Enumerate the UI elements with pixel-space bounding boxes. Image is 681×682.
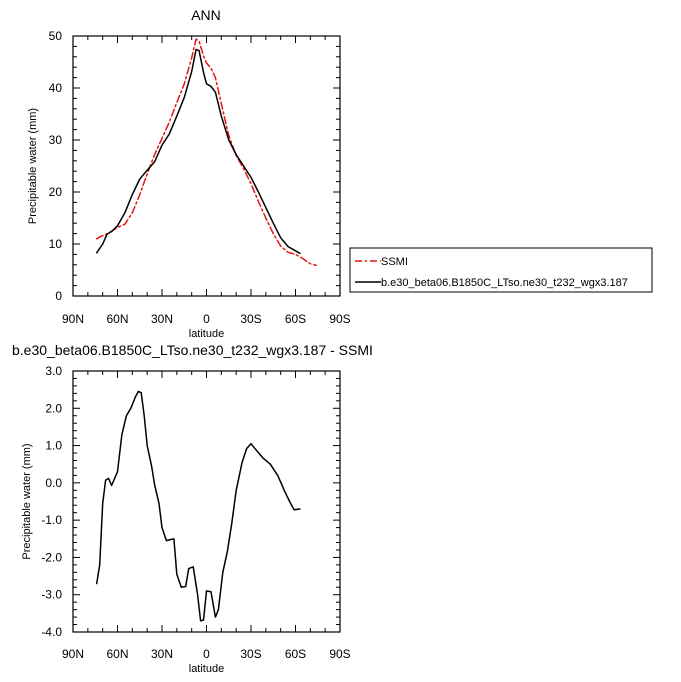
series-line-difference — [95, 390, 301, 622]
chart-title: ANN — [191, 7, 221, 23]
y-tick-label: 20 — [49, 185, 63, 199]
x-tick-label: 0 — [203, 312, 210, 326]
y-axis-label: Precipitable water (mm) — [21, 443, 33, 559]
plot-frame — [72, 35, 341, 297]
chart-1: ANN 90N 60N 30N 0 30S 60S 90S 0 10 20 30 40 50 latitud… — [27, 7, 351, 340]
legend-label: SSMI — [381, 256, 408, 268]
x-tick-label: 60S — [285, 312, 306, 326]
x-axis-label: latitude — [189, 663, 224, 675]
series-line-ssmi — [95, 38, 318, 267]
x-tick-label: 60N — [106, 312, 128, 326]
x-axis-label: latitude — [189, 328, 224, 340]
legend-item-ssmi: SSMI — [355, 256, 408, 268]
legend: SSMI b.e30_beta06.B1850C_LTso.ne30_t232_w… — [349, 247, 653, 293]
y-tick-label: -4.0 — [41, 625, 62, 639]
x-tick-label: 90N — [62, 312, 84, 326]
y-tick-label: -1.0 — [41, 513, 62, 527]
y-tick-label: -3.0 — [41, 588, 62, 602]
y-tick-label: 40 — [49, 81, 63, 95]
x-tick-label: 60N — [106, 647, 128, 661]
x-tick-label: 0 — [203, 647, 210, 661]
y-tick-label: 0 — [55, 289, 62, 303]
y-tick-label: 3.0 — [45, 364, 62, 378]
x-tick-label: 90S — [329, 647, 350, 661]
series-line-model — [95, 48, 301, 255]
chart-title: b.e30_beta06.B1850C_LTso.ne30_t232_wgx3.… — [12, 342, 373, 358]
x-tick-label: 30N — [151, 647, 173, 661]
x-tick-label: 30S — [240, 312, 261, 326]
y-tick-label: -2.0 — [41, 550, 62, 564]
legend-item-model: b.e30_beta06.B1850C_LTso.ne30_t232_wgx3.… — [355, 277, 628, 289]
y-tick-label: 0.0 — [45, 476, 62, 490]
chart-2: b.e30_beta06.B1850C_LTso.ne30_t232_wgx3.… — [12, 342, 373, 675]
x-tick-label: 90N — [62, 647, 84, 661]
legend-label: b.e30_beta06.B1850C_LTso.ne30_t232_wgx3.… — [381, 277, 628, 289]
x-tick-label: 30S — [240, 647, 261, 661]
y-tick-label: 30 — [49, 133, 63, 147]
y-tick-label: 2.0 — [45, 401, 62, 415]
x-tick-label: 90S — [329, 312, 350, 326]
y-tick-label: 10 — [49, 237, 63, 251]
legend-box — [349, 247, 653, 293]
x-tick-label: 60S — [285, 647, 306, 661]
x-tick-label: 30N — [151, 312, 173, 326]
y-axis-label: Precipitable water (mm) — [27, 108, 39, 224]
y-tick-label: 50 — [49, 29, 63, 43]
y-tick-label: 1.0 — [45, 439, 62, 453]
